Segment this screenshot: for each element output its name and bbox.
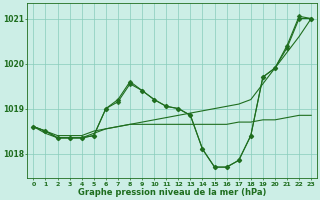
X-axis label: Graphe pression niveau de la mer (hPa): Graphe pression niveau de la mer (hPa) — [78, 188, 267, 197]
